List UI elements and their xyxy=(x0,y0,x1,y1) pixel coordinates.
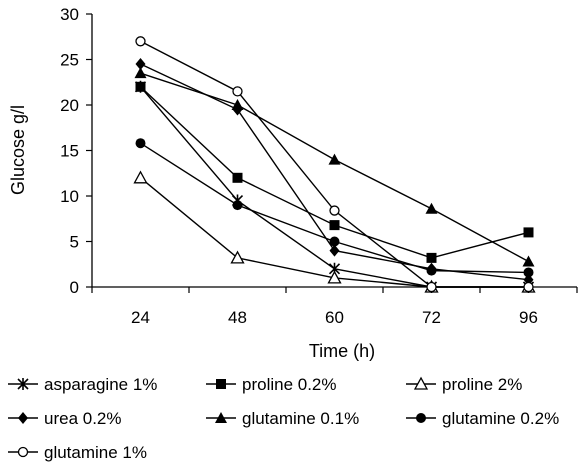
data-point xyxy=(523,281,534,293)
data-point xyxy=(133,170,148,184)
data-point xyxy=(230,250,245,264)
legend-label: proline 2% xyxy=(442,375,522,394)
y-tick-label: 20 xyxy=(60,96,79,115)
data-point xyxy=(135,58,146,71)
legend-marker xyxy=(17,446,29,458)
data-point xyxy=(231,99,244,110)
legend-item: asparagine 1% xyxy=(8,375,157,394)
legend-label: asparagine 1% xyxy=(44,375,157,394)
legend-marker xyxy=(416,413,426,423)
legend-label: glutamine 0.2% xyxy=(442,409,559,428)
data-point xyxy=(329,205,340,216)
legend-item: glutamine 1% xyxy=(8,443,147,462)
data-point xyxy=(232,86,243,97)
data-point xyxy=(426,252,437,263)
data-point xyxy=(135,81,146,92)
y-tick-label: 30 xyxy=(60,5,79,24)
data-point xyxy=(329,236,340,247)
data-point xyxy=(232,172,243,183)
series-asparagine-1 xyxy=(134,80,535,293)
data-point xyxy=(522,255,535,267)
x-axis-label: Time (h) xyxy=(309,341,375,361)
y-tick-label: 10 xyxy=(60,187,79,206)
data-point xyxy=(135,138,146,149)
data-point xyxy=(329,244,340,257)
data-point xyxy=(328,153,341,165)
data-point xyxy=(426,281,437,293)
y-tick-label: 15 xyxy=(60,142,79,161)
legend-label: glutamine 1% xyxy=(44,443,147,462)
legend-marker xyxy=(413,376,429,390)
legend-marker xyxy=(216,379,226,389)
y-tick-label: 5 xyxy=(70,233,79,252)
plot-area: 0 5 10 15 20 25 30 24 48 60 72 96 xyxy=(60,5,578,327)
data-point xyxy=(426,265,437,276)
y-tick-label: 25 xyxy=(60,51,79,70)
legend-item: proline 2% xyxy=(406,375,522,394)
legend-item: glutamine 0.2% xyxy=(406,409,559,428)
data-point xyxy=(135,36,146,47)
legend-label: urea 0.2% xyxy=(44,409,122,428)
legend-item: proline 0.2% xyxy=(206,375,337,394)
x-tick-label: 96 xyxy=(519,308,538,327)
y-axis-label: Glucose g/l xyxy=(8,105,28,195)
series-line xyxy=(140,86,529,259)
data-point xyxy=(523,267,534,278)
legend-label: glutamine 0.1% xyxy=(242,409,359,428)
series-glutamine-0-2 xyxy=(135,138,534,278)
data-point xyxy=(327,270,342,284)
legend-item: urea 0.2% xyxy=(8,409,122,428)
asterisk-stroke xyxy=(17,378,29,390)
x-tick-label: 48 xyxy=(228,308,247,327)
series-glutamine-1 xyxy=(135,36,534,293)
legend-label: proline 0.2% xyxy=(242,375,337,394)
legend-item: glutamine 0.1% xyxy=(206,409,359,428)
y-tick-label: 0 xyxy=(70,278,79,297)
x-tick-label: 60 xyxy=(325,308,344,327)
series-proline-0-2 xyxy=(135,81,534,263)
legend: asparagine 1% proline 0.2% proline 2% urea … xyxy=(8,375,559,462)
data-point xyxy=(329,220,340,231)
series-line xyxy=(140,72,529,263)
legend-marker xyxy=(215,412,227,423)
x-tick-label: 24 xyxy=(131,308,150,327)
data-point xyxy=(523,227,534,238)
data-point xyxy=(232,200,243,211)
series-urea-0-2 xyxy=(135,58,534,286)
data-point xyxy=(134,67,147,79)
legend-marker xyxy=(18,412,28,424)
series-glutamine-0-1 xyxy=(134,67,535,267)
x-tick-label: 72 xyxy=(422,308,441,327)
legend-marker xyxy=(17,378,29,390)
series-line xyxy=(139,86,529,288)
data-point xyxy=(425,202,438,214)
